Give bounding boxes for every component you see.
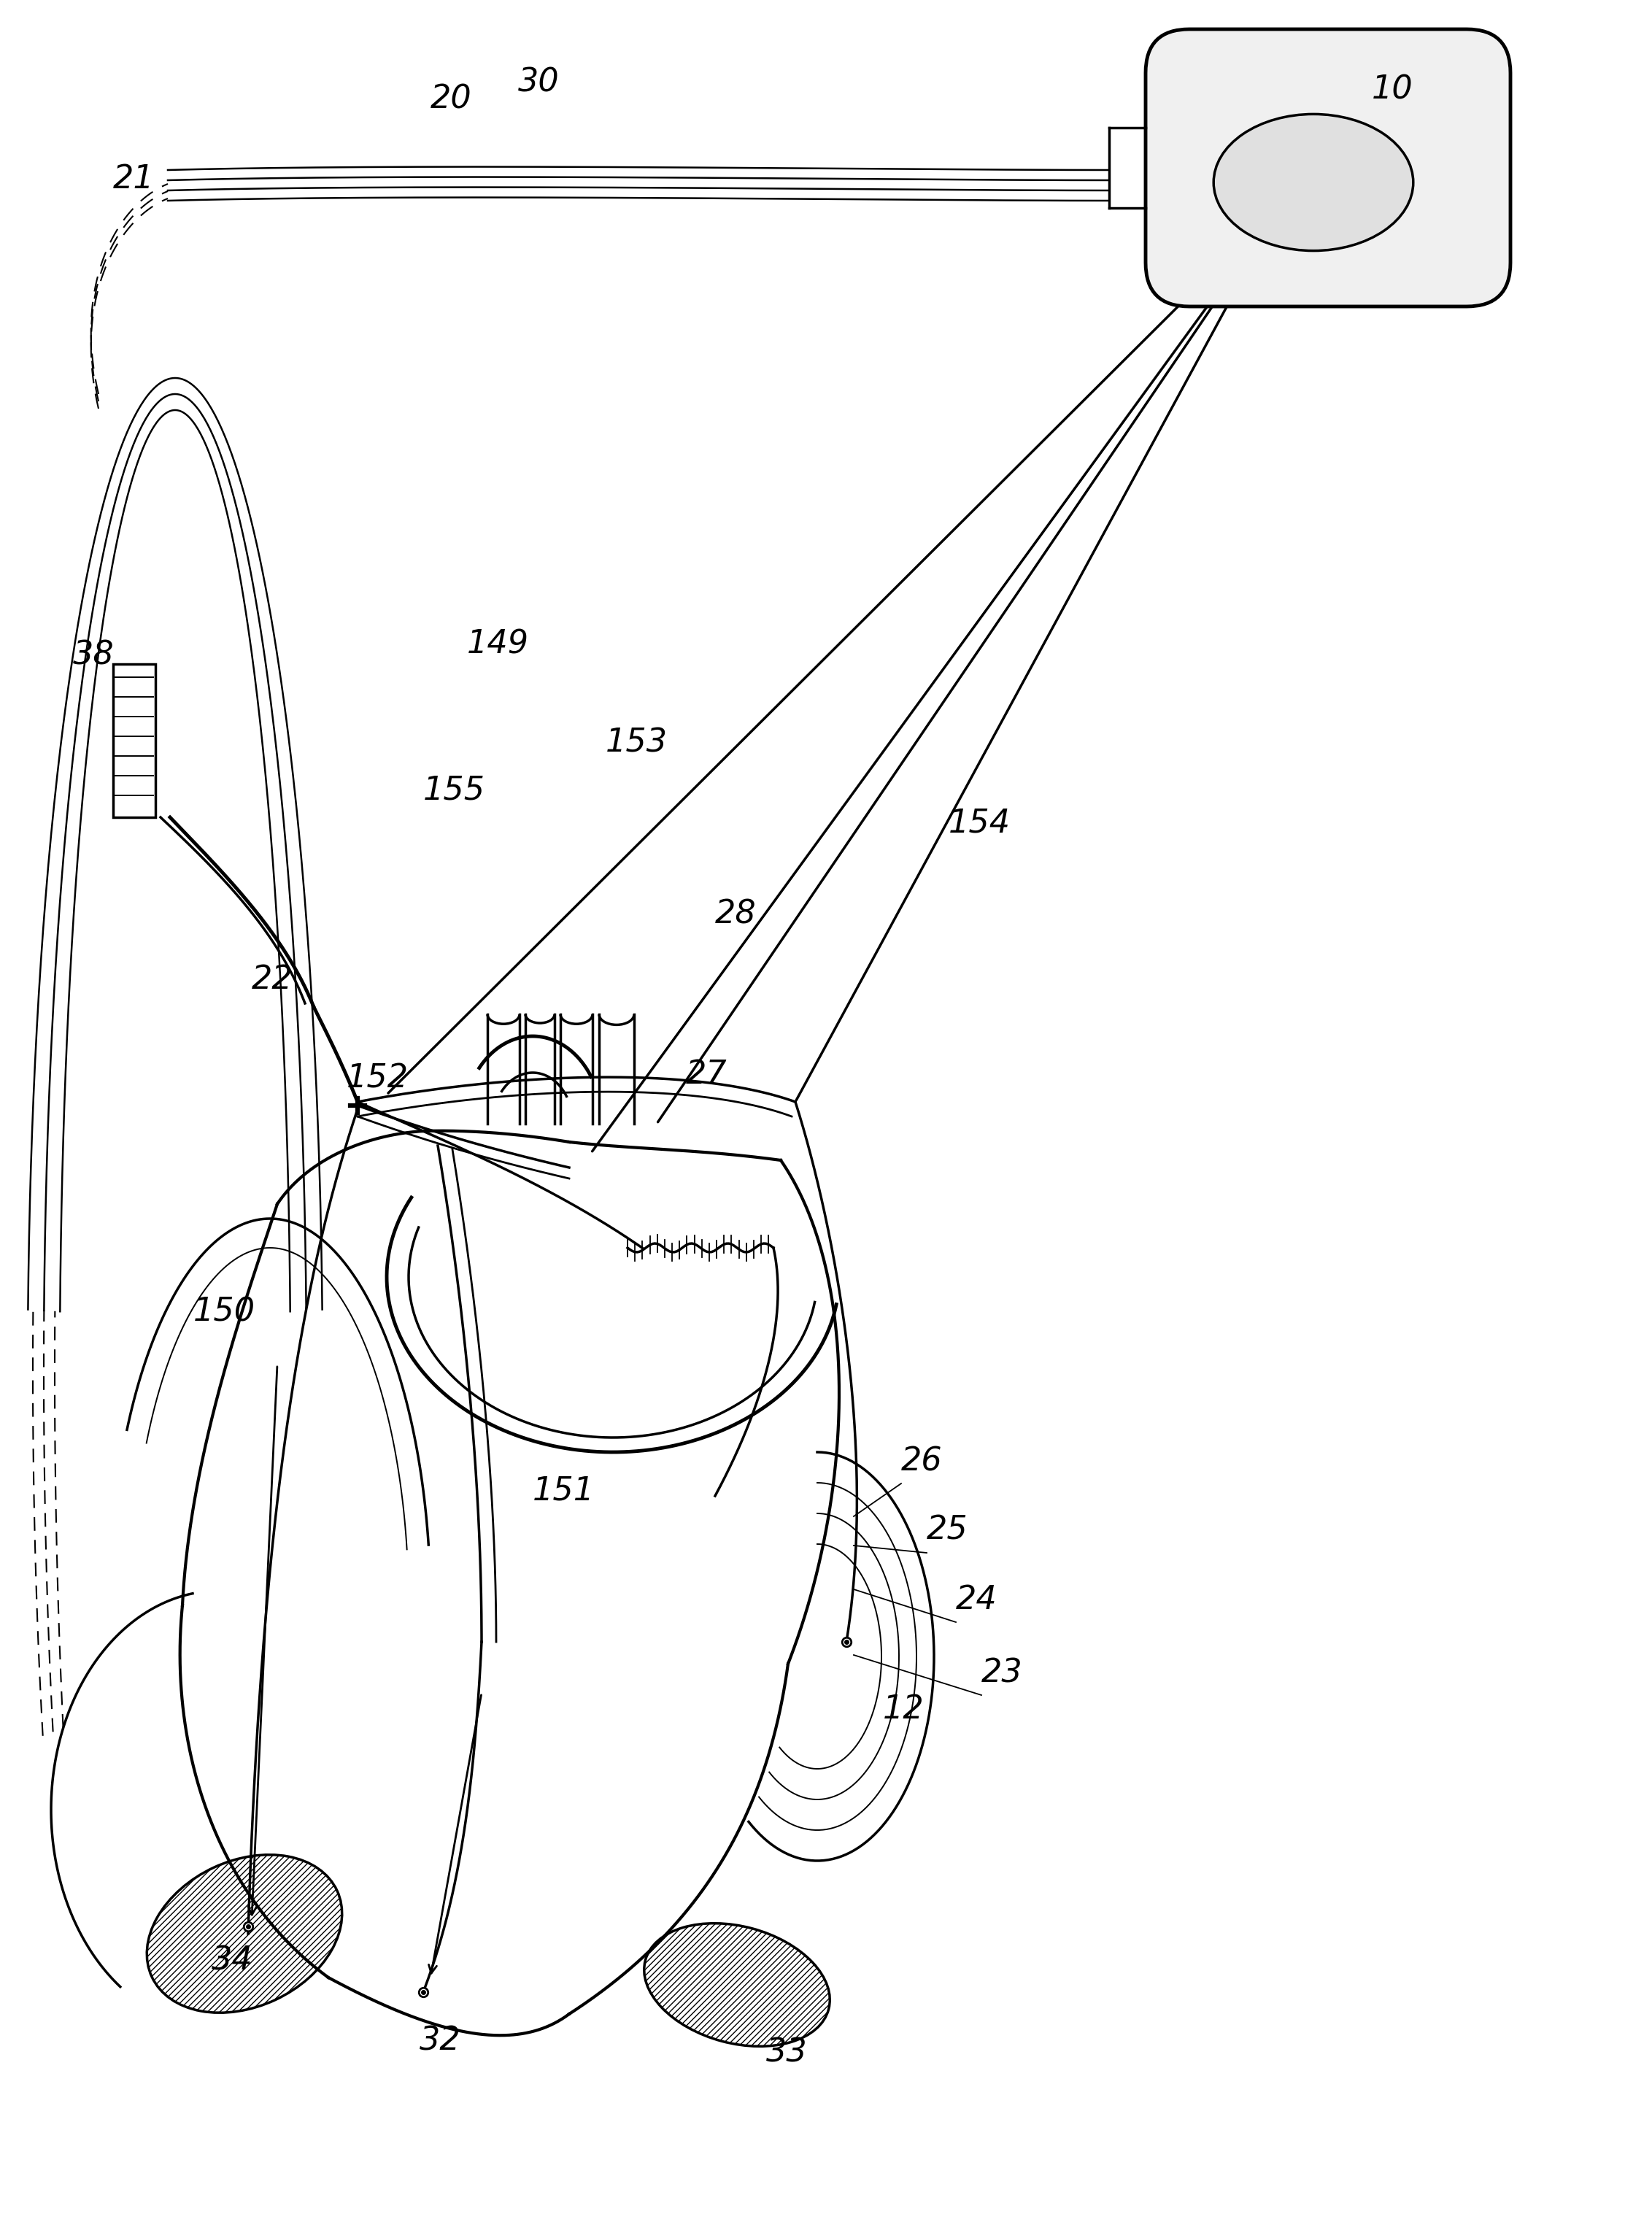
Text: 22: 22	[251, 963, 292, 995]
Text: 26: 26	[900, 1445, 943, 1476]
Text: 27: 27	[686, 1059, 727, 1090]
FancyBboxPatch shape	[1145, 29, 1510, 306]
Text: 12: 12	[882, 1693, 925, 1726]
Text: 149: 149	[468, 629, 529, 660]
Text: 25: 25	[927, 1514, 968, 1545]
Text: 150: 150	[193, 1296, 256, 1327]
Ellipse shape	[147, 1855, 342, 2014]
Ellipse shape	[644, 1922, 829, 2047]
Text: 23: 23	[981, 1657, 1023, 1688]
Text: 24: 24	[957, 1583, 998, 1615]
Text: 28: 28	[715, 899, 757, 930]
Text: 34: 34	[211, 1945, 253, 1976]
Bar	[112, 665, 155, 816]
Text: 153: 153	[606, 727, 667, 758]
Text: 154: 154	[948, 807, 1011, 838]
Ellipse shape	[1214, 114, 1412, 250]
Text: 21: 21	[112, 163, 155, 194]
Text: 38: 38	[73, 640, 114, 671]
Text: 30: 30	[519, 67, 560, 98]
Text: 10: 10	[1371, 74, 1412, 105]
Text: 155: 155	[423, 774, 486, 805]
Text: 151: 151	[532, 1474, 595, 1505]
Text: 20: 20	[431, 83, 472, 114]
Text: 152: 152	[347, 1061, 408, 1095]
Text: 33: 33	[767, 2036, 808, 2067]
Text: 32: 32	[420, 2025, 461, 2056]
